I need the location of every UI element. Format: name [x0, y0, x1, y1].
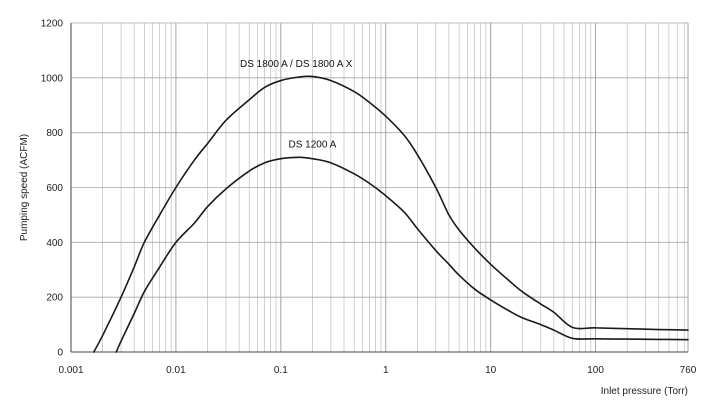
x-tick-label: 10 [485, 365, 497, 376]
series-label-1: DS 1800 A / DS 1800 A X [240, 59, 353, 70]
y-tick-label: 1200 [41, 19, 64, 30]
y-axis-title: Pumping speed (ACFM) [19, 134, 30, 241]
x-axis-title: Inlet pressure (Torr) [601, 386, 688, 397]
axes [70, 23, 688, 353]
series-line-2 [115, 156, 689, 353]
y-tick-label: 600 [46, 183, 63, 194]
y-tick-label: 800 [46, 128, 63, 139]
y-tick-label: 1000 [41, 73, 64, 84]
series-label-2: DS 1200 A [289, 140, 337, 151]
y-tick-label: 0 [57, 348, 63, 359]
x-tick-label: 0.1 [274, 365, 288, 376]
x-tick-label: 0.001 [58, 365, 83, 376]
x-tick-label: 1 [383, 365, 389, 376]
series-line-1 [93, 75, 689, 353]
x-tick-label: 760 [680, 365, 697, 376]
tick-labels: 0 200 400 600 800 1000 1200 0.001 0.01 0.1 1 10 100 7… [41, 19, 697, 377]
series-lines [93, 75, 689, 353]
grid [70, 22, 689, 353]
y-tick-label: 200 [46, 293, 63, 304]
x-tick-label: 100 [587, 365, 604, 376]
x-tick-label: 0.01 [166, 365, 186, 376]
annotations: DS 1800 A / DS 1800 A X DS 1200 A [240, 59, 353, 151]
y-tick-label: 400 [46, 238, 63, 249]
